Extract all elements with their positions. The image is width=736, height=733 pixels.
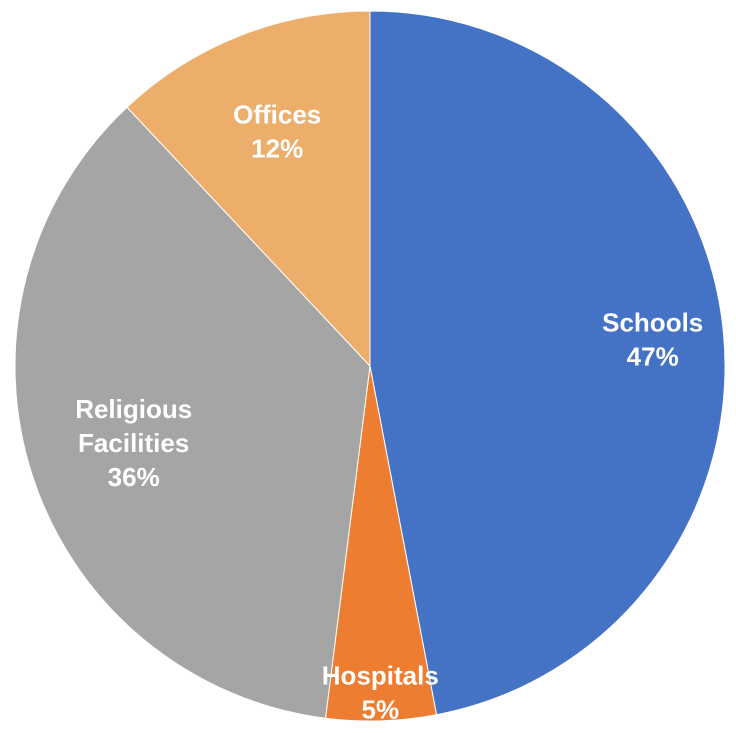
pie-slice-religious-facilities	[14, 106, 371, 719]
pie-slices	[14, 10, 726, 722]
data-label-line: Facilities	[78, 428, 189, 458]
data-label-hospitals: Hospitals 5%	[322, 660, 439, 724]
data-label-line: Hospitals	[322, 660, 439, 690]
data-label-line: Schools	[602, 307, 703, 337]
pie-slice-schools	[369, 10, 726, 716]
pie-data-labels: Schools 47% Hospitals 5% Religious Facilities…	[75, 100, 703, 725]
data-label-line: 47%	[627, 341, 679, 371]
data-label-line: 36%	[108, 462, 160, 492]
data-label-line: Religious	[75, 394, 192, 424]
data-label-religious-facilities: Religious Facilities 36%	[75, 394, 192, 492]
data-label-offices: Offices 12%	[233, 100, 321, 164]
data-label-schools: Schools 47%	[602, 307, 703, 371]
data-label-line: 12%	[251, 134, 303, 164]
data-label-line: Offices	[233, 100, 321, 130]
data-label-line: 5%	[362, 694, 400, 724]
pie-slice-offices	[126, 10, 371, 368]
